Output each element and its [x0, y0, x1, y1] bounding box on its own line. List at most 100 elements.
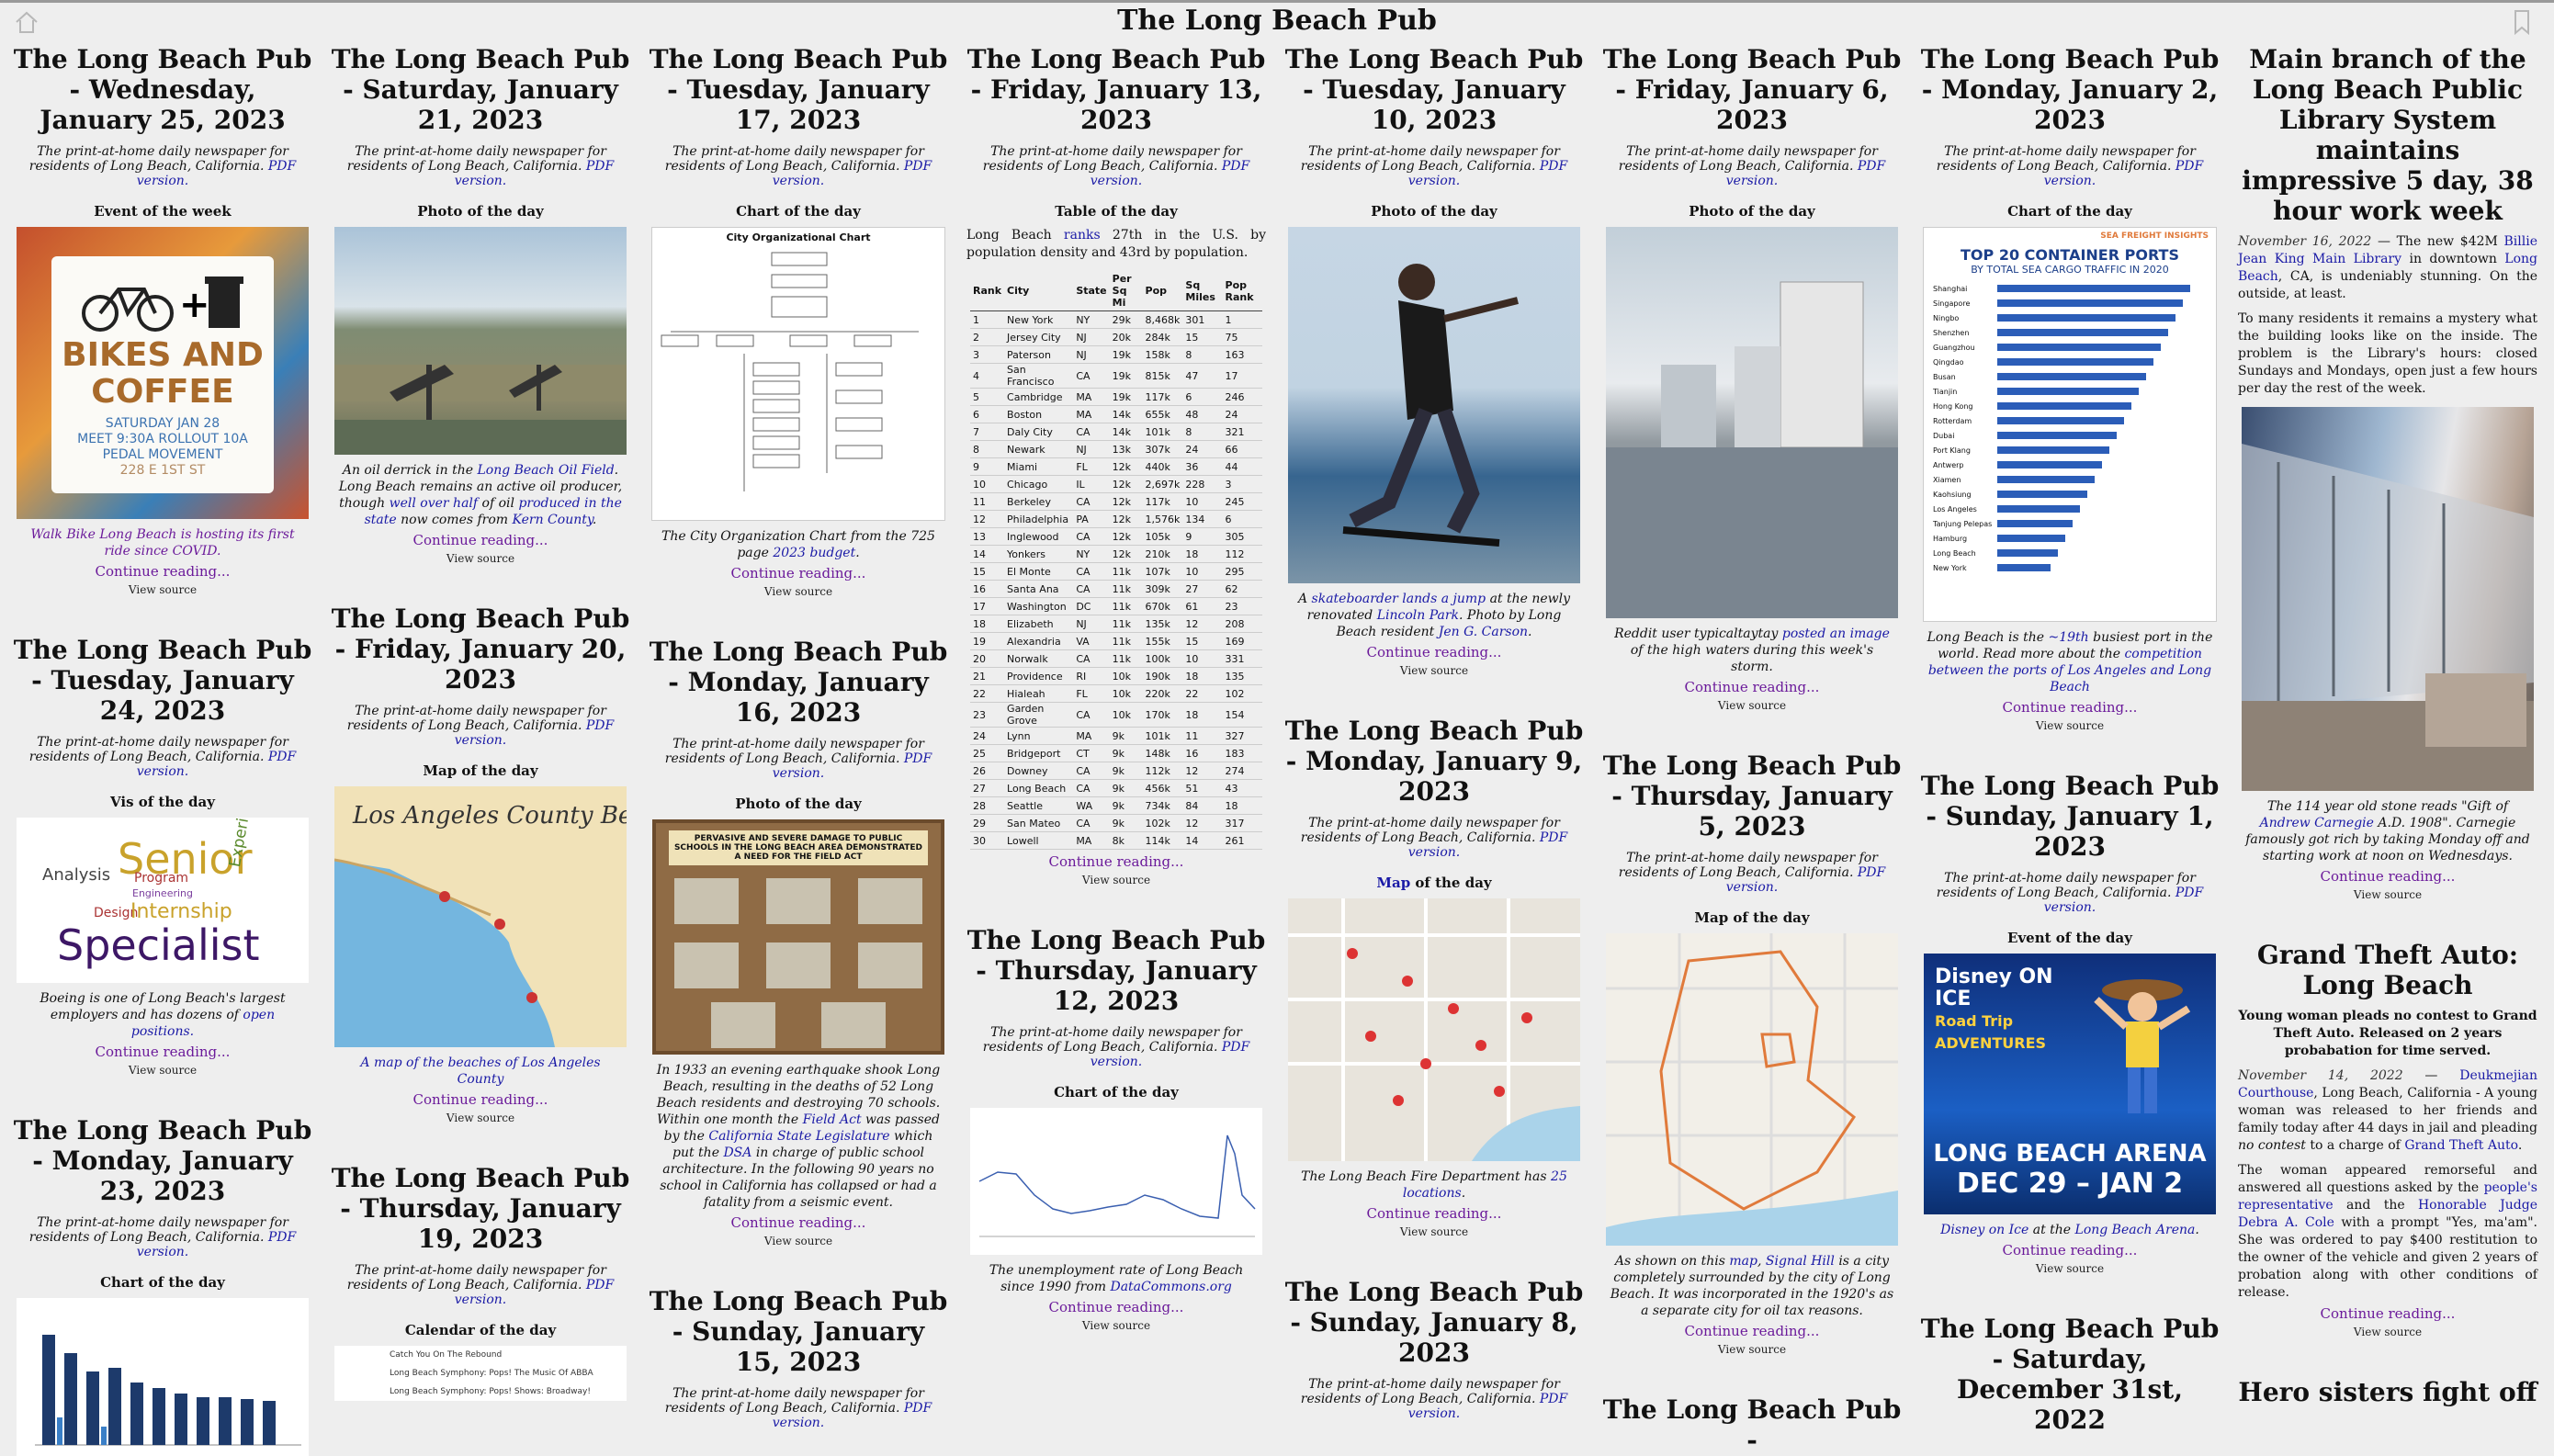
pdf-link[interactable]: PDF version.: [772, 751, 932, 781]
caption-link[interactable]: DSA: [723, 1146, 752, 1160]
continue-link[interactable]: Continue reading...: [1684, 1323, 1820, 1339]
home-icon[interactable]: [13, 8, 40, 36]
earthquake-exhibit-photo[interactable]: PERVASIVE AND SEVERE DAMAGE TO PUBLIC SC…: [652, 819, 944, 1055]
continue-link[interactable]: Continue reading...: [730, 565, 866, 581]
view-source-link[interactable]: View source: [2353, 888, 2423, 901]
view-source-link[interactable]: View source: [1399, 664, 1469, 677]
pdf-link[interactable]: PDF version.: [1725, 159, 1886, 188]
pdf-link[interactable]: PDF version.: [1725, 865, 1886, 895]
continue-link[interactable]: Continue reading...: [2002, 1242, 2138, 1258]
caption-link[interactable]: Walk Bike Long Beach is hosting its firs…: [30, 527, 295, 559]
post-title[interactable]: The Long Beach Pub - Thursday, January 1…: [966, 925, 1266, 1016]
post-title[interactable]: The Long Beach Pub - Thursday, January 1…: [331, 1163, 630, 1254]
post-title[interactable]: The Long Beach Pub - Saturday, December …: [1920, 1314, 2220, 1435]
post-title[interactable]: The Long Beach Pub - Tuesday, January 24…: [13, 635, 312, 726]
post-title[interactable]: The Long Beach Pub -: [1602, 1394, 1902, 1455]
pdf-link[interactable]: PDF version.: [454, 1278, 615, 1307]
post-title[interactable]: The Long Beach Pub - Saturday, January 2…: [331, 44, 630, 135]
view-source-link[interactable]: View source: [446, 1112, 515, 1124]
view-source-link[interactable]: View source: [763, 1235, 833, 1247]
caption-link[interactable]: Jen G. Carson: [1438, 625, 1529, 639]
pdf-link[interactable]: PDF version.: [1090, 159, 1250, 188]
post-title[interactable]: The Long Beach Pub - Monday, January 16,…: [649, 637, 948, 728]
caption-link[interactable]: map: [1729, 1254, 1757, 1269]
pdf-link[interactable]: PDF version.: [136, 750, 297, 779]
caption-link[interactable]: A map of the beaches of Los Angeles Coun…: [360, 1055, 601, 1087]
view-source-link[interactable]: View source: [2353, 1326, 2423, 1338]
article-link[interactable]: Grand Theft Auto: [2404, 1138, 2518, 1153]
caption-link[interactable]: posted an image: [1781, 626, 1890, 641]
pdf-link[interactable]: PDF version.: [136, 159, 297, 188]
continue-link[interactable]: Continue reading...: [1366, 644, 1502, 660]
post-title[interactable]: The Long Beach Pub - Monday, January 9, …: [1284, 716, 1584, 807]
caption-link[interactable]: well over half: [389, 496, 479, 511]
event-image[interactable]: + BIKES AND COFFEE SATURDAY JAN 28 MEET 9:…: [17, 227, 309, 519]
pdf-link[interactable]: PDF version.: [772, 159, 932, 188]
post-title[interactable]: The Long Beach Pub - Tuesday, January 17…: [649, 44, 948, 135]
post-title[interactable]: The Long Beach Pub - Friday, January 13,…: [966, 44, 1266, 135]
post-title[interactable]: Hero sisters fight off: [2238, 1377, 2537, 1407]
caption-link[interactable]: 2023 budget: [773, 546, 856, 560]
caption-link[interactable]: Signal Hill: [1765, 1254, 1835, 1269]
bookmark-icon[interactable]: [2508, 8, 2536, 36]
caption-link[interactable]: 25 locations: [1402, 1169, 1567, 1201]
continue-link[interactable]: Continue reading...: [1048, 1299, 1184, 1315]
caption-link[interactable]: Andrew Carnegie: [2259, 816, 2374, 830]
view-source-link[interactable]: View source: [128, 1064, 198, 1077]
word-cloud-image[interactable]: Senior Analysis Program Engineering Desi…: [17, 818, 309, 983]
post-title[interactable]: The Long Beach Pub - Wednesday, January …: [13, 44, 312, 135]
pdf-link[interactable]: PDF version.: [1407, 159, 1568, 188]
continue-link[interactable]: Continue reading...: [95, 1044, 231, 1060]
map-link[interactable]: Map: [1376, 875, 1411, 891]
pdf-link[interactable]: PDF version.: [136, 1230, 297, 1259]
article-link[interactable]: Deukmejian Courthouse: [2238, 1068, 2537, 1100]
caption-link[interactable]: Kern County: [512, 513, 593, 527]
caption-link[interactable]: Long Beach Arena: [2074, 1223, 2196, 1237]
caption-link[interactable]: DataCommons.org: [1110, 1280, 1232, 1294]
caption-link[interactable]: Disney on Ice: [1940, 1223, 2029, 1237]
view-source-link[interactable]: View source: [1399, 1225, 1469, 1238]
post-title[interactable]: The Long Beach Pub - Monday, January 23,…: [13, 1115, 312, 1206]
view-source-link[interactable]: View source: [1717, 1343, 1787, 1356]
post-title[interactable]: The Long Beach Pub - Friday, January 20,…: [331, 604, 630, 694]
org-chart-image[interactable]: City Organizational Chart: [651, 227, 945, 521]
caption-link[interactable]: open positions.: [130, 1008, 276, 1039]
caption-link[interactable]: Long Beach Oil Field: [477, 463, 615, 478]
pdf-link[interactable]: PDF version.: [1407, 830, 1568, 860]
continue-link[interactable]: Continue reading...: [95, 563, 231, 580]
continue-link[interactable]: Continue reading...: [2320, 868, 2456, 885]
flood-photo[interactable]: [1606, 227, 1898, 618]
post-title[interactable]: The Long Beach Pub - Friday, January 6, …: [1602, 44, 1902, 135]
view-source-link[interactable]: View source: [763, 585, 833, 598]
pdf-link[interactable]: PDF version.: [2043, 886, 2204, 915]
signal-hill-map[interactable]: [1606, 933, 1898, 1246]
continue-link[interactable]: Continue reading...: [412, 532, 548, 548]
view-source-link[interactable]: View source: [2035, 1262, 2105, 1275]
post-title[interactable]: The Long Beach Pub - Sunday, January 1, …: [1920, 771, 2220, 862]
pdf-link[interactable]: PDF version.: [454, 159, 615, 188]
continue-link[interactable]: Continue reading...: [730, 1214, 866, 1231]
continue-link[interactable]: Continue reading...: [1684, 679, 1820, 695]
pdf-link[interactable]: PDF version.: [2043, 159, 2204, 188]
continue-link[interactable]: Continue reading...: [412, 1091, 548, 1108]
calendar-image[interactable]: Catch You On The Rebound Long Beach Symp…: [334, 1346, 627, 1401]
post-title[interactable]: The Long Beach Pub - Sunday, January 8, …: [1284, 1277, 1584, 1368]
post-title[interactable]: Main branch of the Long Beach Public Lib…: [2242, 44, 2534, 226]
view-source-link[interactable]: View source: [2035, 719, 2105, 732]
library-photo[interactable]: [2242, 407, 2534, 791]
pdf-link[interactable]: PDF version.: [1090, 1040, 1250, 1069]
article-link[interactable]: Billie Jean King Main Library: [2238, 234, 2537, 266]
article-link[interactable]: Honorable Judge Debra A. Cole: [2238, 1198, 2537, 1230]
caption-link[interactable]: produced in the state: [364, 496, 622, 527]
disney-on-ice-image[interactable]: Disney ON ICE Road Trip ADVENTURES LONG …: [1924, 954, 2216, 1214]
view-source-link[interactable]: View source: [1717, 699, 1787, 712]
caption-link[interactable]: ~19th: [2048, 630, 2089, 645]
skateboarder-photo[interactable]: [1288, 227, 1580, 583]
view-source-link[interactable]: View source: [1081, 1319, 1151, 1332]
continue-link[interactable]: Continue reading...: [2320, 1305, 2456, 1322]
view-source-link[interactable]: View source: [128, 583, 198, 596]
beaches-map-image[interactable]: Los Angeles County Beaches: [334, 786, 627, 1047]
continue-link[interactable]: Continue reading...: [1366, 1205, 1502, 1222]
caption-link[interactable]: Lincoln Park: [1376, 608, 1460, 623]
post-title[interactable]: The Long Beach Pub - Thursday, January 5…: [1602, 751, 1902, 841]
